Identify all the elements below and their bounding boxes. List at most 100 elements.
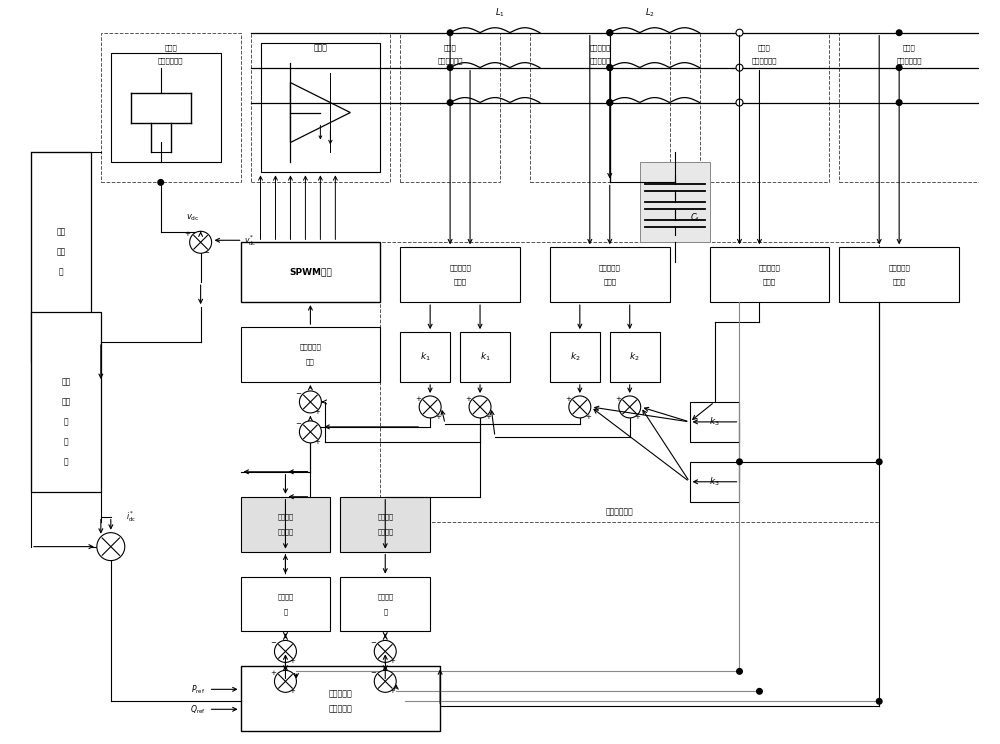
Circle shape xyxy=(896,30,902,36)
Text: −: − xyxy=(295,421,301,427)
Bar xyxy=(839,247,959,302)
Text: 参考系转换: 参考系转换 xyxy=(888,264,910,271)
Text: $k_2$: $k_2$ xyxy=(570,350,580,363)
Text: 可变增益: 可变增益 xyxy=(377,513,393,520)
Text: +: + xyxy=(289,688,295,694)
Text: 流合成模块: 流合成模块 xyxy=(328,705,352,713)
Circle shape xyxy=(896,100,902,106)
Text: 换模块: 换模块 xyxy=(893,279,906,286)
Text: 源: 源 xyxy=(59,268,63,277)
Circle shape xyxy=(736,99,743,106)
Bar xyxy=(340,497,430,551)
Text: $v^*_{\mathrm{dc}}$: $v^*_{\mathrm{dc}}$ xyxy=(244,233,257,248)
Text: $k_1$: $k_1$ xyxy=(420,350,431,363)
Text: 并网侧: 并网侧 xyxy=(758,45,771,51)
Text: +: + xyxy=(314,439,320,445)
Text: 直流: 直流 xyxy=(56,228,66,237)
Bar xyxy=(400,332,450,382)
Text: 输入: 输入 xyxy=(56,248,66,257)
Circle shape xyxy=(299,421,321,443)
Text: 直流侧: 直流侧 xyxy=(164,45,177,51)
Text: +: + xyxy=(585,414,591,420)
Text: 换模块: 换模块 xyxy=(763,279,776,286)
Text: 参考系转换: 参考系转换 xyxy=(449,264,471,271)
Text: 电流控制: 电流控制 xyxy=(377,593,393,600)
Text: $L_2$: $L_2$ xyxy=(645,7,655,19)
Text: +: + xyxy=(271,670,276,676)
Circle shape xyxy=(607,30,613,36)
Text: 电流控制: 电流控制 xyxy=(277,593,293,600)
Bar xyxy=(550,247,670,302)
Text: 参考系转换: 参考系转换 xyxy=(758,264,780,271)
Text: 井网参考电: 井网参考电 xyxy=(328,690,352,699)
Text: 可变增益: 可变增益 xyxy=(277,513,293,520)
Text: 参考系转换: 参考系转换 xyxy=(599,264,621,271)
Circle shape xyxy=(447,100,453,106)
Bar xyxy=(400,33,500,182)
Circle shape xyxy=(97,533,125,560)
Bar xyxy=(460,332,510,382)
Circle shape xyxy=(447,65,453,71)
Text: +: + xyxy=(485,414,491,420)
Text: −: − xyxy=(295,391,301,397)
Text: 换模块: 换模块 xyxy=(454,279,467,286)
Circle shape xyxy=(419,396,441,418)
Text: 系数模块: 系数模块 xyxy=(377,528,393,535)
Bar xyxy=(640,162,710,243)
Bar xyxy=(101,33,241,182)
Bar xyxy=(261,42,380,173)
Circle shape xyxy=(737,669,742,674)
Text: 极点配置模块: 极点配置模块 xyxy=(606,507,634,516)
Circle shape xyxy=(158,179,164,185)
Circle shape xyxy=(896,65,902,71)
Text: $k_3$: $k_3$ xyxy=(709,475,720,488)
Text: −: − xyxy=(370,641,376,647)
Circle shape xyxy=(607,65,613,71)
Text: 电压检测模块: 电压检测模块 xyxy=(158,57,183,64)
Bar xyxy=(111,53,221,162)
Bar xyxy=(241,497,330,551)
Text: +: + xyxy=(185,231,191,237)
Circle shape xyxy=(736,64,743,71)
Text: 换模块: 换模块 xyxy=(603,279,616,286)
Bar xyxy=(31,312,101,492)
Circle shape xyxy=(757,688,762,694)
Text: +: + xyxy=(465,396,471,402)
Bar xyxy=(340,577,430,632)
Text: $P_{\mathrm{ref}}$: $P_{\mathrm{ref}}$ xyxy=(191,683,206,696)
Text: 压检测模块: 压检测模块 xyxy=(589,57,610,64)
Text: SPWM单元: SPWM单元 xyxy=(289,268,332,277)
Text: −: − xyxy=(370,670,376,676)
Bar xyxy=(241,667,440,731)
Text: $L_1$: $L_1$ xyxy=(495,7,505,19)
Circle shape xyxy=(374,670,396,693)
Circle shape xyxy=(299,391,321,413)
Bar xyxy=(241,327,380,382)
Bar xyxy=(550,332,600,382)
Text: 器: 器 xyxy=(283,608,287,615)
Text: +: + xyxy=(435,414,441,420)
Bar xyxy=(380,243,879,522)
Bar xyxy=(690,462,739,501)
Text: 模块: 模块 xyxy=(306,359,315,365)
Bar xyxy=(241,577,330,632)
Text: $Q_{\mathrm{ref}}$: $Q_{\mathrm{ref}}$ xyxy=(190,703,206,716)
Text: 器: 器 xyxy=(64,458,68,466)
Circle shape xyxy=(469,396,491,418)
Text: 外环: 外环 xyxy=(61,397,71,406)
Bar xyxy=(530,33,670,182)
Bar xyxy=(400,247,520,302)
Text: +: + xyxy=(415,396,421,402)
Circle shape xyxy=(737,459,742,464)
Text: +: + xyxy=(635,414,641,420)
Text: 功率: 功率 xyxy=(61,377,71,386)
Bar xyxy=(690,402,739,442)
Text: $k_3$: $k_3$ xyxy=(709,416,720,428)
Bar xyxy=(241,243,380,302)
Circle shape xyxy=(374,641,396,662)
Text: 电压检测模块: 电压检测模块 xyxy=(896,57,922,64)
Circle shape xyxy=(619,396,641,418)
Bar xyxy=(610,332,660,382)
Text: 并网点: 并网点 xyxy=(903,45,916,51)
Text: −: − xyxy=(204,250,210,256)
